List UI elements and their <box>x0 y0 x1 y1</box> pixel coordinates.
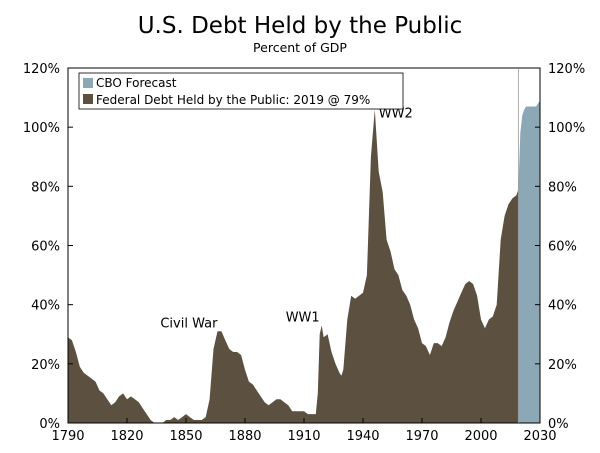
y-tick-label-right: 100% <box>548 121 585 136</box>
legend-swatch-federal-debt <box>83 94 93 104</box>
chart-title: U.S. Debt Held by the Public <box>137 13 463 39</box>
axis-ticks <box>67 67 541 424</box>
x-tick-label: 1850 <box>169 429 202 444</box>
y-tick-label-right: 60% <box>548 240 577 255</box>
annotation-ww1: WW1 <box>286 310 320 325</box>
y-tick-label-left: 100% <box>23 121 60 136</box>
y-tick-label-right: 120% <box>548 62 585 77</box>
chart-subtitle: Percent of GDP <box>253 40 347 55</box>
x-tick-label: 1880 <box>228 429 261 444</box>
x-tick-label: 2030 <box>523 429 556 444</box>
y-tick-label-right: 40% <box>548 299 577 314</box>
plot-areas <box>68 100 540 424</box>
y-tick-label-left: 0% <box>39 417 60 432</box>
y-tick-label-left: 40% <box>31 299 60 314</box>
legend-box <box>78 72 404 110</box>
x-tick-label: 1910 <box>287 429 320 444</box>
y-tick-label-right: 80% <box>548 180 577 195</box>
legend-swatch-cbo-forecast <box>83 78 93 88</box>
annotation-civil-war: Civil War <box>160 316 218 331</box>
y-tick-label-left: 120% <box>23 62 60 77</box>
x-tick-label: 1820 <box>110 429 143 444</box>
y-tick-label-left: 60% <box>31 240 60 255</box>
x-tick-label: 1970 <box>405 429 438 444</box>
x-tick-label: 1790 <box>51 429 84 444</box>
annotations: Civil War WW1 WW2 <box>160 106 412 331</box>
area-series-cbo-forecast <box>518 100 540 423</box>
annotation-ww2: WW2 <box>379 106 413 121</box>
legend: CBO Forecast Federal Debt Held by the Pu… <box>78 72 404 110</box>
x-tick-label: 2000 <box>464 429 497 444</box>
area-series-federal-debt-held-by-the-publi <box>68 109 519 424</box>
y-tick-label-right: 0% <box>548 417 569 432</box>
x-tick-label: 1940 <box>346 429 379 444</box>
y-tick-label-left: 80% <box>31 180 60 195</box>
legend-label-cbo-forecast: CBO Forecast <box>96 76 177 90</box>
y-tick-label-right: 20% <box>548 358 577 373</box>
legend-label-federal-debt: Federal Debt Held by the Public: 2019 @ … <box>96 93 370 107</box>
y-tick-label-left: 20% <box>31 358 60 373</box>
